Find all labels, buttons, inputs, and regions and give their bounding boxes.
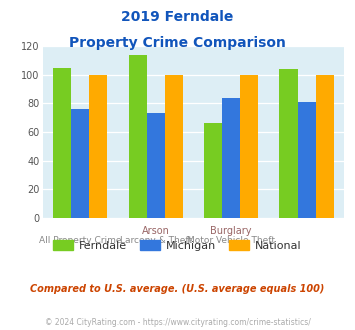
Text: Motor Vehicle Theft: Motor Vehicle Theft: [187, 236, 275, 245]
Text: Larceny & Theft: Larceny & Theft: [120, 236, 192, 245]
Bar: [147, 114, 165, 218]
Bar: [240, 75, 258, 218]
Bar: [279, 69, 297, 218]
Bar: [297, 102, 316, 218]
Text: 2019 Ferndale: 2019 Ferndale: [121, 10, 234, 24]
Legend: Ferndale, Michigan, National: Ferndale, Michigan, National: [49, 235, 306, 255]
Bar: [89, 75, 108, 218]
Bar: [165, 75, 183, 218]
Text: Burglary: Burglary: [211, 226, 252, 236]
Bar: [222, 98, 240, 218]
Bar: [316, 75, 334, 218]
Bar: [204, 123, 222, 218]
Bar: [71, 109, 89, 218]
Text: Arson: Arson: [142, 226, 170, 236]
Text: Property Crime Comparison: Property Crime Comparison: [69, 36, 286, 50]
Text: © 2024 CityRating.com - https://www.cityrating.com/crime-statistics/: © 2024 CityRating.com - https://www.city…: [45, 318, 310, 327]
Bar: [53, 68, 71, 218]
Text: Compared to U.S. average. (U.S. average equals 100): Compared to U.S. average. (U.S. average …: [30, 284, 325, 294]
Text: All Property Crime: All Property Crime: [39, 236, 121, 245]
Bar: [129, 55, 147, 218]
